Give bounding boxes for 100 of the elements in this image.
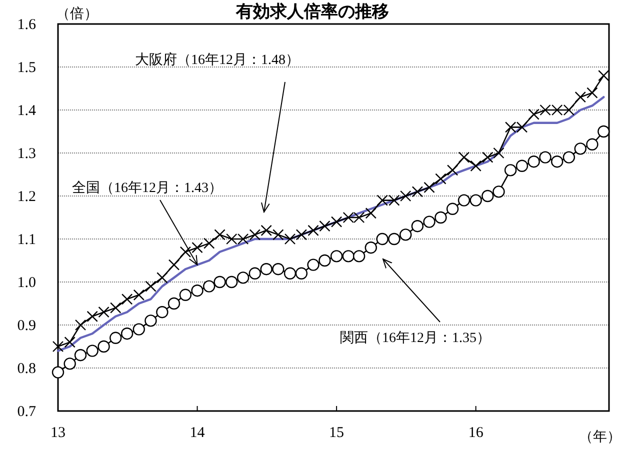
point bbox=[145, 280, 156, 292]
point bbox=[470, 194, 482, 206]
point bbox=[98, 340, 110, 353]
y-tick-label: 0.8 bbox=[17, 361, 36, 377]
point bbox=[586, 138, 598, 150]
point bbox=[482, 152, 494, 163]
point bbox=[121, 294, 133, 305]
point bbox=[249, 229, 260, 240]
point bbox=[446, 164, 458, 176]
y-tick-label: 0.9 bbox=[17, 318, 36, 334]
chart-title: 有効求人倍率の推移 bbox=[235, 2, 389, 21]
point bbox=[133, 289, 144, 300]
y-tick-label: 1.0 bbox=[17, 275, 36, 291]
point bbox=[528, 156, 540, 168]
y-tick-label: 0.7 bbox=[17, 404, 36, 420]
y-tick-label: 1.2 bbox=[17, 189, 36, 205]
x-tick-label: 16 bbox=[468, 425, 484, 441]
annotation: 全国（16年12月：1.43） bbox=[72, 180, 222, 196]
point bbox=[52, 340, 64, 352]
point bbox=[458, 194, 470, 206]
point bbox=[180, 246, 192, 258]
point bbox=[470, 160, 482, 172]
point bbox=[132, 323, 145, 336]
point bbox=[352, 250, 366, 262]
y-tick-label: 1.5 bbox=[17, 60, 36, 76]
y-tick-label: 1.6 bbox=[17, 17, 36, 33]
point bbox=[504, 164, 517, 176]
y-tick-label: 1.3 bbox=[17, 146, 36, 162]
point bbox=[412, 186, 424, 198]
point bbox=[308, 224, 319, 236]
annotation: 関西（16年12月：1.35） bbox=[340, 330, 490, 346]
point bbox=[272, 229, 284, 240]
point bbox=[295, 267, 308, 280]
annotation: 大阪府（16年12月：1.48） bbox=[135, 52, 300, 68]
point bbox=[562, 151, 576, 164]
point bbox=[110, 302, 122, 314]
point bbox=[64, 358, 76, 370]
point bbox=[179, 288, 192, 301]
point bbox=[598, 125, 610, 138]
point bbox=[236, 272, 250, 284]
point bbox=[376, 232, 388, 246]
point bbox=[284, 267, 296, 280]
point bbox=[365, 208, 376, 219]
point bbox=[318, 254, 331, 267]
point bbox=[330, 250, 343, 262]
point bbox=[86, 344, 98, 357]
point bbox=[203, 280, 216, 292]
point bbox=[434, 211, 447, 224]
y-tick-label: 1.4 bbox=[17, 103, 36, 119]
point bbox=[204, 238, 215, 249]
point bbox=[120, 328, 134, 340]
point bbox=[296, 229, 308, 240]
point bbox=[52, 366, 64, 378]
point bbox=[272, 263, 284, 276]
point bbox=[260, 224, 272, 236]
point bbox=[192, 242, 203, 254]
point bbox=[214, 276, 226, 288]
point bbox=[539, 151, 552, 164]
point bbox=[156, 272, 168, 284]
point bbox=[226, 276, 238, 288]
point bbox=[574, 142, 586, 155]
point bbox=[319, 220, 330, 232]
point bbox=[86, 310, 98, 322]
point bbox=[388, 232, 400, 246]
point bbox=[330, 216, 342, 228]
point bbox=[424, 182, 435, 193]
x-tick-label: 15 bbox=[329, 425, 344, 441]
point bbox=[110, 332, 122, 344]
point bbox=[248, 267, 261, 280]
point bbox=[144, 314, 157, 327]
point bbox=[574, 92, 586, 103]
x-axis-title: （年） bbox=[579, 429, 621, 445]
point bbox=[586, 87, 598, 98]
point bbox=[168, 297, 180, 310]
point bbox=[74, 319, 86, 331]
point bbox=[458, 152, 470, 163]
point bbox=[214, 229, 226, 240]
point bbox=[168, 259, 180, 270]
point bbox=[98, 306, 110, 318]
point bbox=[400, 228, 412, 241]
point bbox=[493, 147, 504, 159]
point bbox=[528, 108, 540, 120]
point bbox=[400, 190, 412, 202]
point bbox=[284, 233, 296, 245]
point bbox=[191, 284, 204, 297]
point bbox=[74, 349, 87, 362]
point bbox=[307, 258, 320, 271]
point bbox=[516, 160, 528, 172]
point bbox=[492, 186, 505, 198]
point bbox=[364, 242, 377, 254]
point bbox=[482, 190, 494, 202]
point bbox=[156, 306, 168, 318]
point bbox=[423, 216, 436, 228]
point bbox=[446, 202, 459, 215]
y-tick-label: 1.1 bbox=[17, 232, 36, 248]
point bbox=[551, 156, 564, 168]
point bbox=[435, 173, 446, 184]
point bbox=[260, 263, 272, 276]
point bbox=[342, 250, 354, 262]
point bbox=[411, 220, 424, 232]
